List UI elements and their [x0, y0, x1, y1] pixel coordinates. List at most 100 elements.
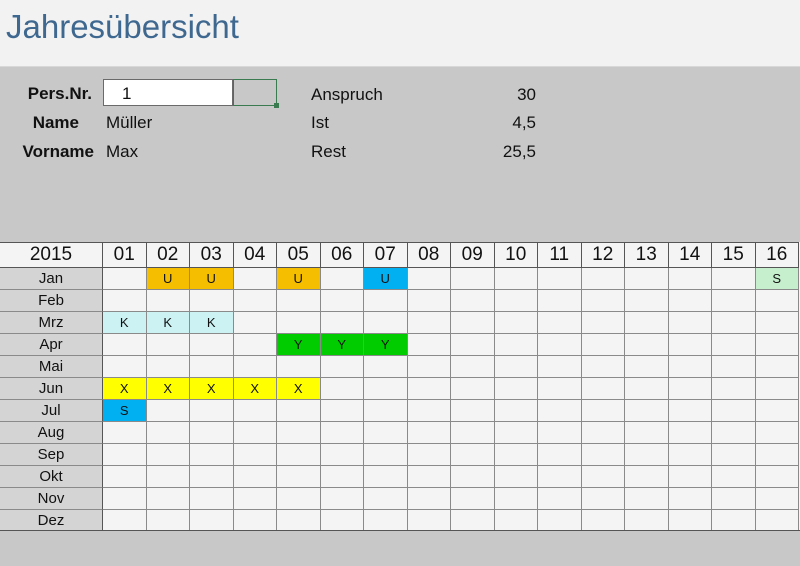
day-cell[interactable] — [668, 400, 712, 422]
day-cell[interactable] — [755, 488, 799, 510]
day-cell[interactable] — [494, 444, 538, 466]
day-cell[interactable] — [233, 268, 277, 290]
day-cell[interactable] — [407, 312, 451, 334]
day-cell[interactable] — [755, 356, 799, 378]
day-cell[interactable] — [625, 378, 669, 400]
day-cell[interactable] — [625, 356, 669, 378]
day-cell[interactable] — [625, 400, 669, 422]
day-cell[interactable] — [451, 488, 495, 510]
day-cell[interactable] — [494, 290, 538, 312]
day-cell[interactable] — [407, 378, 451, 400]
day-cell[interactable] — [103, 334, 147, 356]
day-cell[interactable] — [451, 378, 495, 400]
day-cell[interactable] — [146, 400, 190, 422]
entry-cell[interactable]: X — [233, 378, 277, 400]
day-cell[interactable] — [755, 400, 799, 422]
day-cell[interactable] — [233, 334, 277, 356]
pers-nr-input[interactable]: 1 — [103, 79, 233, 106]
day-cell[interactable] — [233, 488, 277, 510]
day-cell[interactable] — [277, 444, 321, 466]
day-cell[interactable] — [625, 290, 669, 312]
day-cell[interactable] — [407, 488, 451, 510]
day-cell[interactable] — [581, 466, 625, 488]
day-cell[interactable] — [277, 312, 321, 334]
day-cell[interactable] — [320, 444, 364, 466]
day-cell[interactable] — [668, 444, 712, 466]
day-cell[interactable] — [103, 356, 147, 378]
day-cell[interactable] — [538, 268, 582, 290]
day-cell[interactable] — [668, 466, 712, 488]
entry-cell[interactable]: Y — [277, 334, 321, 356]
day-cell[interactable] — [190, 488, 234, 510]
day-cell[interactable] — [407, 466, 451, 488]
day-cell[interactable] — [538, 444, 582, 466]
day-cell[interactable] — [755, 444, 799, 466]
selected-cell[interactable] — [233, 79, 279, 108]
day-cell[interactable] — [494, 488, 538, 510]
day-cell[interactable] — [581, 356, 625, 378]
day-cell[interactable] — [712, 290, 756, 312]
day-cell[interactable] — [668, 290, 712, 312]
day-cell[interactable] — [320, 400, 364, 422]
day-cell[interactable] — [364, 488, 408, 510]
day-cell[interactable] — [364, 356, 408, 378]
day-cell[interactable] — [755, 334, 799, 356]
day-cell[interactable] — [103, 488, 147, 510]
day-cell[interactable] — [320, 312, 364, 334]
day-cell[interactable] — [320, 290, 364, 312]
day-cell[interactable] — [581, 444, 625, 466]
day-cell[interactable] — [668, 488, 712, 510]
day-cell[interactable] — [494, 466, 538, 488]
entry-cell[interactable]: Y — [364, 334, 408, 356]
day-cell[interactable] — [712, 334, 756, 356]
day-cell[interactable] — [407, 268, 451, 290]
day-cell[interactable] — [755, 466, 799, 488]
day-cell[interactable] — [538, 312, 582, 334]
day-cell[interactable] — [233, 356, 277, 378]
day-cell[interactable] — [494, 356, 538, 378]
day-cell[interactable] — [451, 268, 495, 290]
day-cell[interactable] — [625, 510, 669, 532]
day-cell[interactable] — [625, 334, 669, 356]
day-cell[interactable] — [364, 378, 408, 400]
day-cell[interactable] — [277, 510, 321, 532]
day-cell[interactable] — [103, 510, 147, 532]
day-cell[interactable] — [233, 422, 277, 444]
day-cell[interactable] — [755, 422, 799, 444]
day-cell[interactable] — [712, 378, 756, 400]
day-cell[interactable] — [755, 378, 799, 400]
day-cell[interactable] — [146, 422, 190, 444]
day-cell[interactable] — [407, 444, 451, 466]
entry-cell[interactable]: U — [190, 268, 234, 290]
day-cell[interactable] — [668, 312, 712, 334]
entry-cell[interactable]: K — [103, 312, 147, 334]
day-cell[interactable] — [103, 444, 147, 466]
day-cell[interactable] — [538, 356, 582, 378]
day-cell[interactable] — [451, 290, 495, 312]
day-cell[interactable] — [625, 444, 669, 466]
day-cell[interactable] — [364, 444, 408, 466]
day-cell[interactable] — [451, 422, 495, 444]
day-cell[interactable] — [364, 290, 408, 312]
entry-cell[interactable]: U — [146, 268, 190, 290]
day-cell[interactable] — [494, 312, 538, 334]
day-cell[interactable] — [190, 510, 234, 532]
day-cell[interactable] — [712, 356, 756, 378]
day-cell[interactable] — [451, 510, 495, 532]
day-cell[interactable] — [277, 466, 321, 488]
day-cell[interactable] — [625, 312, 669, 334]
day-cell[interactable] — [668, 356, 712, 378]
day-cell[interactable] — [494, 510, 538, 532]
day-cell[interactable] — [538, 400, 582, 422]
day-cell[interactable] — [494, 268, 538, 290]
day-cell[interactable] — [103, 466, 147, 488]
entry-cell[interactable]: K — [190, 312, 234, 334]
day-cell[interactable] — [712, 400, 756, 422]
day-cell[interactable] — [668, 422, 712, 444]
day-cell[interactable] — [407, 422, 451, 444]
day-cell[interactable] — [538, 422, 582, 444]
day-cell[interactable] — [451, 400, 495, 422]
day-cell[interactable] — [233, 466, 277, 488]
day-cell[interactable] — [364, 510, 408, 532]
day-cell[interactable] — [320, 268, 364, 290]
